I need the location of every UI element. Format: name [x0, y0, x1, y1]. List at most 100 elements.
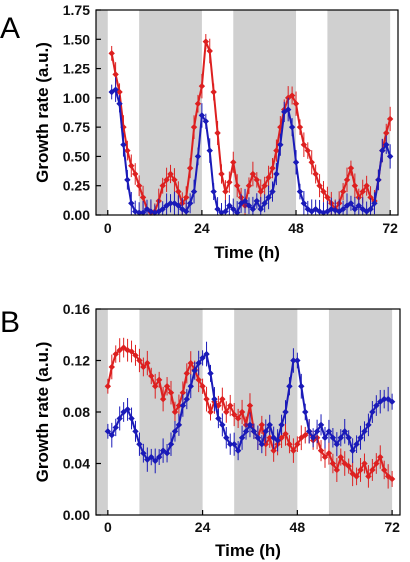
data-point: [288, 92, 296, 99]
data-point: [312, 205, 319, 213]
data-point: [183, 194, 190, 201]
x-tick-label: 48: [288, 220, 304, 236]
data-point: [202, 118, 210, 125]
data-point: [120, 123, 127, 131]
data-point: [324, 194, 331, 201]
data-point: [363, 182, 370, 189]
data-point: [335, 208, 343, 215]
data-point: [152, 457, 159, 465]
data-point: [147, 208, 155, 215]
data-point: [290, 447, 297, 454]
data-point: [116, 415, 123, 422]
data-point: [262, 440, 269, 448]
data-point: [167, 170, 174, 178]
data-point: [288, 123, 296, 131]
data-point: [108, 431, 115, 439]
data-point: [132, 352, 139, 359]
data-point: [183, 370, 191, 377]
data-point: [273, 170, 280, 178]
data-point: [345, 434, 352, 441]
data-point: [321, 434, 329, 441]
data-point: [238, 434, 246, 441]
data-point: [388, 475, 396, 483]
x-tick-label: 24: [195, 519, 211, 535]
data-point: [257, 205, 264, 213]
series-red-b: [104, 337, 396, 489]
data-point: [309, 434, 317, 441]
data-point: [349, 470, 356, 477]
data-point: [270, 434, 277, 441]
data-point: [325, 450, 333, 457]
data-point: [219, 421, 226, 429]
data-point: [242, 428, 250, 435]
data-point: [214, 205, 221, 213]
data-point: [246, 402, 254, 409]
data-point: [300, 141, 308, 148]
data-point: [155, 453, 163, 461]
data-point: [128, 162, 135, 169]
data-point: [278, 421, 285, 429]
data-point: [266, 434, 273, 441]
x-tick-label: 24: [194, 220, 210, 236]
y-tick-label: 1.75: [63, 2, 90, 18]
data-point: [249, 205, 257, 213]
data-point: [359, 205, 366, 213]
data-point: [195, 376, 202, 384]
data-point: [187, 359, 194, 367]
data-point: [112, 86, 119, 93]
data-point: [136, 357, 143, 364]
data-point: [171, 428, 179, 435]
data-point: [384, 395, 392, 403]
data-point: [140, 450, 147, 457]
data-point: [347, 164, 355, 172]
dark-period-band: [139, 309, 203, 515]
data-point: [329, 460, 337, 467]
data-point: [269, 188, 276, 195]
data-point: [294, 357, 301, 364]
data-point: [139, 194, 147, 201]
y-tick-label: 1.50: [63, 31, 90, 47]
dark-period-band: [96, 10, 108, 215]
y-axis-title-a: Growth rate (a.u.): [33, 42, 52, 183]
data-point: [357, 466, 364, 474]
data-point: [298, 383, 305, 390]
data-point: [187, 383, 194, 390]
data-point: [381, 466, 388, 474]
data-point: [148, 372, 155, 380]
data-point: [190, 123, 198, 131]
data-point: [139, 209, 147, 216]
data-point: [384, 473, 392, 480]
data-point: [367, 205, 374, 213]
data-point: [230, 411, 238, 418]
data-point: [136, 440, 143, 448]
data-point: [104, 383, 112, 390]
y-tick-label: 0.00: [63, 507, 90, 523]
y-tick-label: 0.00: [63, 207, 90, 223]
data-point: [222, 188, 229, 195]
data-point: [345, 462, 352, 470]
data-point: [316, 208, 323, 215]
data-point: [282, 408, 289, 416]
data-point: [296, 123, 304, 131]
data-point: [347, 200, 355, 207]
data-point: [108, 50, 115, 57]
data-point: [386, 115, 394, 123]
data-point: [112, 71, 119, 78]
data-point: [369, 466, 376, 474]
data-point: [357, 434, 364, 441]
panel-label-a: A: [0, 12, 20, 45]
data-point: [241, 197, 249, 205]
data-point: [167, 440, 175, 448]
x-tick-label: 72: [382, 220, 398, 236]
data-point: [339, 205, 347, 213]
data-point: [262, 428, 269, 435]
y-tick-label: 0.04: [63, 456, 90, 472]
data-point: [140, 363, 147, 371]
data-point: [194, 100, 202, 107]
data-point: [128, 200, 135, 207]
data-point: [246, 421, 254, 429]
data-point: [175, 202, 182, 209]
data-point: [337, 434, 344, 441]
dark-period-band: [328, 309, 393, 515]
data-point: [206, 147, 213, 154]
